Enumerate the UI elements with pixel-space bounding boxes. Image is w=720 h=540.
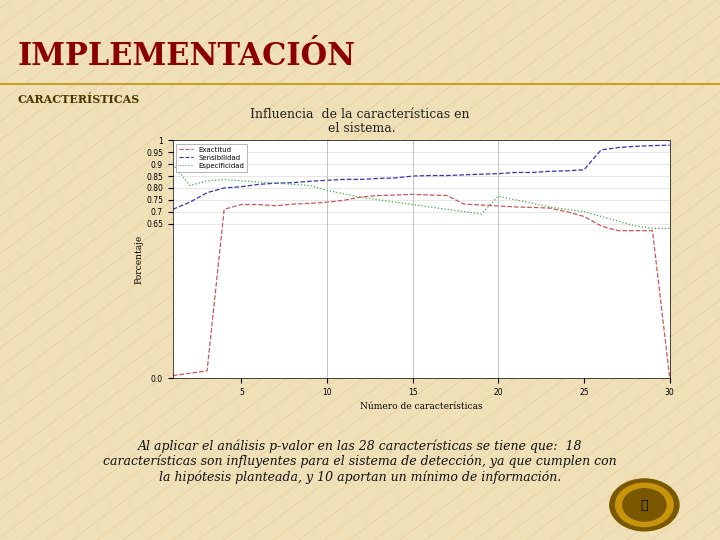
Text: IMPLEMENTACIÓN: IMPLEMENTACIÓN	[18, 41, 356, 72]
Text: Influencia  de la características en
 el sistema.: Influencia de la características en el s…	[251, 107, 469, 136]
Y-axis label: Porcentaje: Porcentaje	[135, 234, 143, 284]
Text: 🦅: 🦅	[641, 500, 648, 512]
Circle shape	[616, 483, 673, 526]
Text: CARACTERÍSTICAS: CARACTERÍSTICAS	[18, 94, 140, 105]
Legend: Exactitud, Sensibilidad, Especificidad: Exactitud, Sensibilidad, Especificidad	[176, 144, 247, 172]
Circle shape	[623, 489, 666, 521]
Text: Al aplicar el análisis p-valor en las 28 características se tiene que:  18
carac: Al aplicar el análisis p-valor en las 28…	[103, 440, 617, 484]
X-axis label: Número de características: Número de características	[360, 402, 482, 411]
Circle shape	[610, 479, 679, 531]
